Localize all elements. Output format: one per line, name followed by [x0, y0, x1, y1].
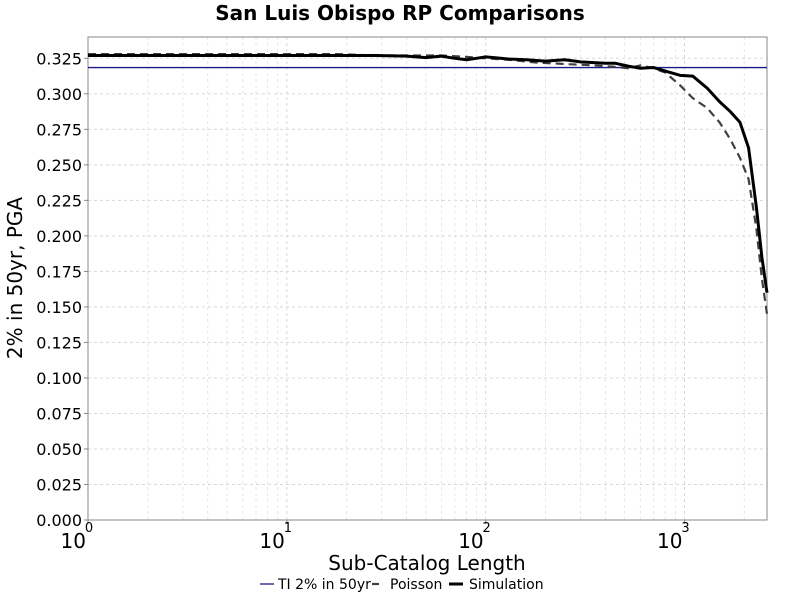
y-axis-label: 2% in 50yr, PGA: [3, 197, 27, 359]
plot-area-frame: [87, 36, 768, 521]
x-tick-label-exponent: 1: [284, 521, 292, 536]
y-tick-label: 0.300: [36, 85, 82, 104]
x-tick-label-exponent: 3: [681, 521, 689, 536]
y-tick-label: 0.025: [36, 475, 82, 494]
x-tick-label-base: 10: [259, 529, 284, 553]
y-tick-label: 0.050: [36, 440, 82, 459]
x-axis-label: Sub-Catalog Length: [328, 551, 525, 575]
y-tick-label: 0.100: [36, 369, 82, 388]
y-tick-label: 0.075: [36, 404, 82, 423]
y-tick-label: 0.200: [36, 227, 82, 246]
series-line-2: [88, 53, 769, 293]
legend-label: Simulation: [469, 577, 544, 593]
y-tick-label: 0.250: [36, 156, 82, 175]
y-tick-label: 0.225: [36, 191, 82, 210]
y-tick-label: 0.000: [36, 511, 82, 530]
x-tick-label-base: 10: [61, 529, 86, 553]
x-tick-label-exponent: 2: [483, 521, 491, 536]
legend: TI 2% in 50yr Poisson Simulation: [260, 577, 544, 593]
y-tick-label: 0.125: [36, 333, 82, 352]
chart-title: San Luis Obispo RP Comparisons: [215, 1, 585, 25]
y-tick-label: 0.175: [36, 262, 82, 281]
x-tick-label-base: 10: [458, 529, 483, 553]
legend-label: TI 2% in 50yr: [277, 577, 371, 593]
y-tick-label: 0.325: [36, 49, 82, 68]
x-tick-label-base: 10: [657, 529, 682, 553]
y-tick-label: 0.150: [36, 298, 82, 317]
x-tick-label-exponent: 0: [85, 521, 93, 536]
legend-label: Poisson: [390, 577, 442, 593]
y-tick-label: 0.275: [36, 120, 82, 139]
series-group: [88, 52, 769, 315]
y-axis-ticks: 0.000 0.025 0.050 0.075 0.100 0.125 0.150 0.175…: [36, 49, 88, 530]
